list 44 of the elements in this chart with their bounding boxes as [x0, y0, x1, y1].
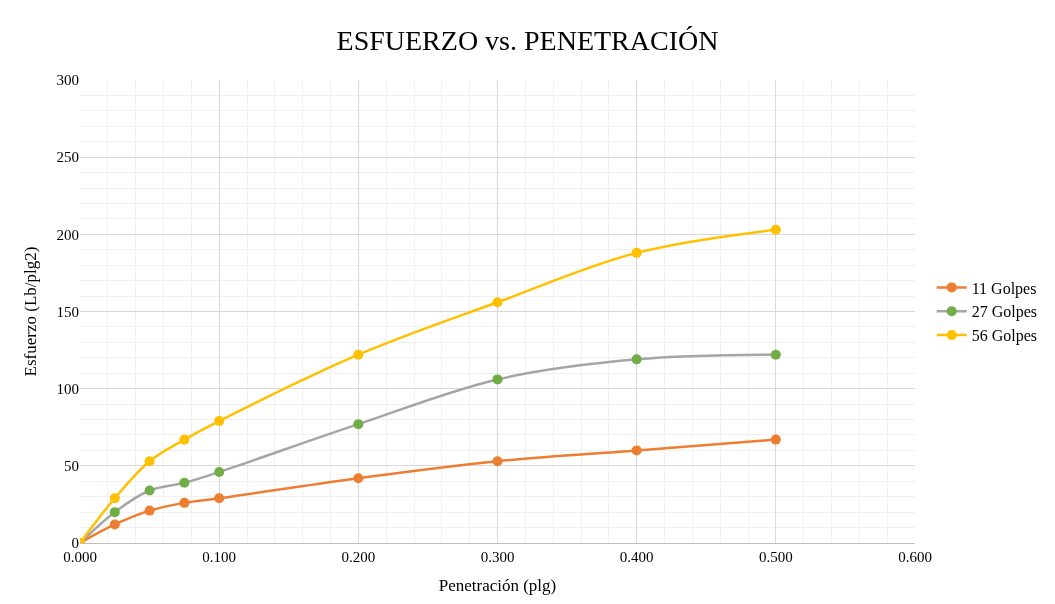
point: [214, 416, 225, 427]
point: [353, 419, 364, 430]
y-axis-title: Esfuerzo (Lb/plg2): [21, 246, 41, 377]
legend-label: 11 Golpes: [971, 279, 1037, 298]
point: [353, 473, 364, 484]
y-tick-label: 200: [56, 226, 79, 243]
point: [492, 374, 503, 385]
point: [770, 224, 781, 235]
x-tick-label: 0.500: [758, 549, 793, 565]
legend-label: 27 Golpes: [971, 303, 1038, 322]
point: [631, 354, 642, 365]
chart-title: ESFUERZO vs. PENETRACIÓN: [336, 24, 719, 56]
y-tick-label: 100: [56, 380, 79, 397]
point: [492, 297, 503, 308]
point: [179, 434, 190, 445]
y-tick-label: 300: [56, 72, 79, 89]
point: [353, 349, 364, 360]
y-tick-label: 50: [64, 458, 79, 475]
x-axis-title: Penetración (plg): [438, 576, 557, 596]
point: [214, 467, 225, 478]
x-tick-label: 0.600: [898, 549, 932, 565]
y-tick-label: 250: [56, 149, 79, 166]
point: [179, 497, 190, 508]
point: [144, 505, 155, 516]
x-tick-label: 0.400: [619, 549, 654, 565]
point: [109, 493, 120, 504]
point: [770, 349, 781, 360]
point: [631, 445, 642, 456]
point: [492, 456, 503, 467]
y-tick-label: 0: [71, 535, 79, 552]
point: [770, 434, 781, 445]
point: [214, 493, 225, 504]
x-tick-label: 0.000: [63, 549, 97, 565]
point: [179, 477, 190, 488]
point: [109, 519, 120, 530]
point: [144, 456, 155, 467]
y-tick-label: 150: [56, 303, 79, 320]
x-tick-label: 0.200: [341, 549, 376, 565]
x-tick-label: 0.100: [202, 549, 237, 565]
x-tick-label: 0.300: [480, 549, 515, 565]
point: [631, 247, 642, 258]
point: [109, 507, 120, 518]
point: [144, 485, 155, 496]
legend-label: 56 Golpes: [971, 327, 1038, 346]
